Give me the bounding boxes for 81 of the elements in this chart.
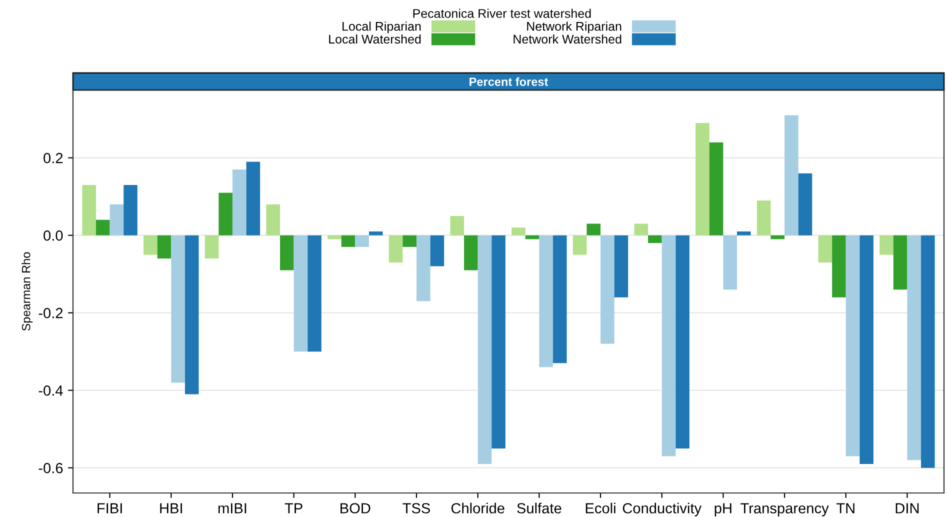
- bar: [232, 169, 246, 236]
- x-tick-label: Chloride: [451, 502, 504, 514]
- y-tick-label: -0.6: [38, 462, 63, 474]
- x-tick-label: TP: [284, 503, 302, 514]
- legend-label: Network Riparian: [527, 22, 622, 34]
- bar: [388, 235, 403, 262]
- bar: [907, 235, 921, 460]
- bar: [709, 142, 724, 236]
- bar: [860, 235, 874, 464]
- bar: [280, 235, 294, 270]
- bar: [450, 216, 464, 236]
- bar: [144, 235, 158, 255]
- bar: [572, 235, 587, 255]
- bar: [157, 235, 172, 259]
- bar: [921, 235, 935, 468]
- bar: [662, 235, 676, 456]
- bar: [784, 115, 798, 236]
- x-tick-label: Transparency: [740, 503, 829, 516]
- bar: [218, 192, 232, 236]
- bar: [82, 184, 96, 236]
- bar: [736, 231, 751, 236]
- bar: [124, 184, 138, 236]
- x-tick-label: DIN: [896, 503, 919, 514]
- bar: [368, 231, 383, 236]
- bar: [832, 235, 846, 298]
- bar: [648, 235, 662, 244]
- bar: [328, 235, 342, 240]
- bar: [880, 235, 894, 255]
- bar: [246, 162, 260, 236]
- bar: [723, 235, 737, 290]
- bar: [430, 235, 444, 266]
- x-tick-label: Ecoli: [586, 502, 616, 514]
- bar: [478, 235, 492, 464]
- bar: [171, 235, 185, 383]
- bar: [756, 200, 771, 236]
- bar: [696, 122, 710, 236]
- x-tick-label: TSS: [402, 503, 430, 514]
- bar: [586, 224, 601, 236]
- bar: [308, 235, 322, 352]
- bar: [798, 173, 812, 236]
- x-tick-label: FIBI: [98, 503, 122, 514]
- bar: [341, 235, 356, 247]
- y-tick-label: -0.2: [38, 308, 63, 318]
- bar: [676, 235, 690, 448]
- y-axis-title: Spearman Rho: [22, 252, 33, 331]
- bar: [110, 204, 124, 236]
- bar: [770, 235, 785, 240]
- bar: [893, 235, 908, 290]
- x-tick-label: HBI: [160, 503, 182, 514]
- bar: [204, 235, 219, 259]
- bar: [634, 224, 648, 236]
- bar: [846, 235, 860, 456]
- y-tick-label: -0.4: [38, 385, 63, 396]
- x-tick-label: TN: [836, 503, 854, 514]
- bar: [818, 235, 832, 262]
- bar: [600, 235, 614, 344]
- bar: [96, 220, 110, 236]
- y-tick-label: 0.2: [44, 152, 63, 164]
- bar: [539, 235, 553, 368]
- bar: [184, 235, 199, 394]
- bar: [614, 235, 628, 298]
- x-tick-label: mIBI: [218, 503, 246, 514]
- bar: [416, 235, 430, 302]
- bar: [492, 235, 506, 448]
- chart-title: Percent forest: [470, 77, 548, 86]
- y-tick-label: 0.0: [44, 230, 63, 241]
- bar: [552, 235, 567, 364]
- legend-title: Pecatonica River test watershed: [413, 8, 591, 18]
- x-tick-label: BOD: [340, 503, 370, 514]
- bar: [464, 235, 478, 270]
- bar: [294, 235, 308, 352]
- x-tick-label: Sulfate: [517, 502, 562, 514]
- legend-label: Network Watershed: [514, 34, 622, 44]
- legend-label: Local Riparian: [342, 22, 421, 34]
- x-tick-label: pH: [714, 503, 732, 516]
- bar: [266, 204, 280, 236]
- bar: [512, 228, 526, 236]
- bar: [402, 235, 416, 247]
- x-tick-label: Conductivity: [622, 502, 702, 516]
- legend-label: Local Watershed: [329, 34, 421, 44]
- bar: [355, 235, 369, 247]
